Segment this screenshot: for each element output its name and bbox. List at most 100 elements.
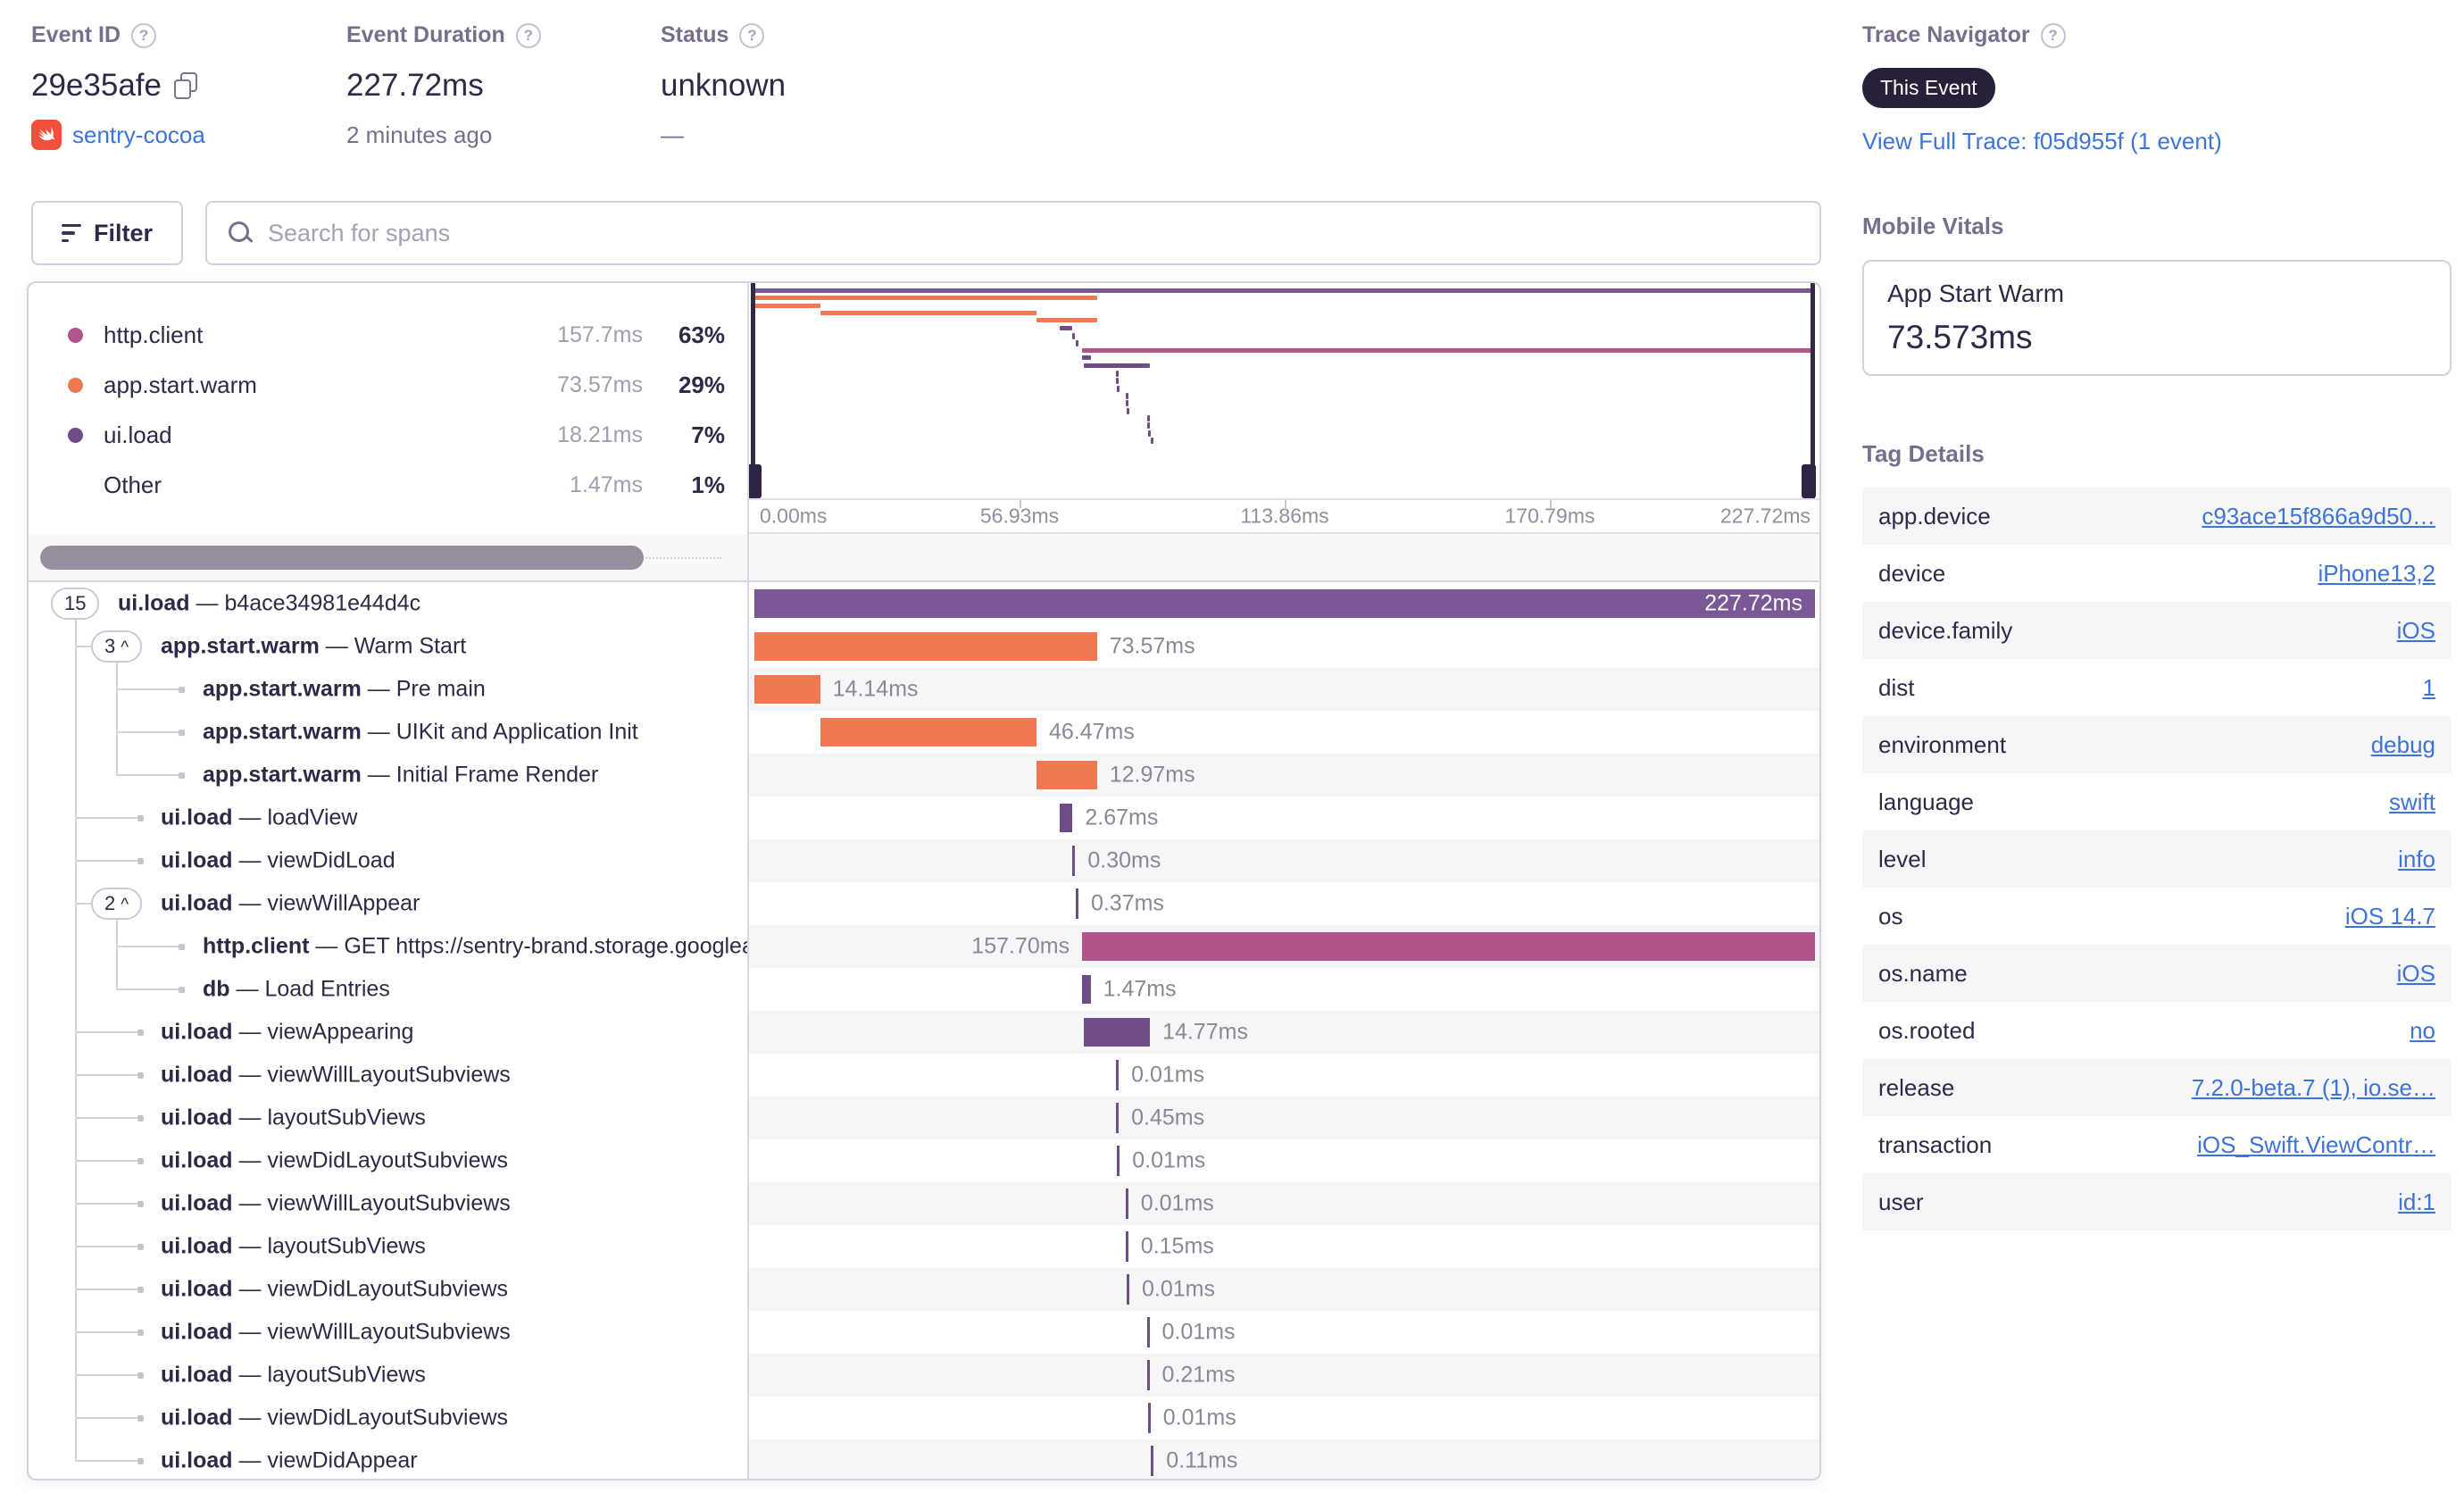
span-title: ui.load — viewDidLoad <box>161 847 395 873</box>
minimap-handle[interactable] <box>1811 283 1815 498</box>
filter-button[interactable]: Filter <box>31 201 183 265</box>
span-row[interactable]: 0.01ms ui.load — viewDidLayoutSubviews <box>29 1397 1819 1439</box>
span-bar[interactable] <box>1072 846 1076 876</box>
span-row[interactable]: 0.01ms ui.load — viewWillLayoutSubviews <box>29 1182 1819 1225</box>
tag-value-link[interactable]: iOS_Swift.ViewContr… <box>2197 1130 2435 1158</box>
span-bar[interactable] <box>1116 1060 1120 1090</box>
span-bar[interactable] <box>1125 1231 1128 1262</box>
project-link[interactable]: sentry-cocoa <box>72 121 205 148</box>
span-bar[interactable] <box>1075 888 1078 919</box>
span-bar[interactable] <box>1036 761 1097 789</box>
tag-value-link[interactable]: iPhone13,2 <box>2318 559 2435 587</box>
view-full-trace-link[interactable]: View Full Trace: f05d955f (1 event) <box>1862 128 2222 154</box>
collapse-badge[interactable]: 3 ^ <box>91 630 143 663</box>
span-row[interactable]: 0.01ms ui.load — viewDidLayoutSubviews <box>29 1268 1819 1311</box>
span-description: viewAppearing <box>267 1019 414 1045</box>
tag-value-link[interactable]: 7.2.0-beta.7 (1), io.se… <box>2191 1073 2435 1101</box>
tag-key: app.device <box>1878 502 1991 530</box>
span-bar[interactable] <box>1082 975 1091 1004</box>
trace-minimap[interactable] <box>747 283 1819 498</box>
span-bar[interactable] <box>1116 1103 1120 1133</box>
tag-row: os.name iOS <box>1862 945 2452 1002</box>
minimap-handle-grip[interactable] <box>747 464 762 498</box>
op-breakdown-legend: http.client 157.7ms 63% app.start.warm 73.57… <box>29 283 747 534</box>
span-row[interactable]: 0.21ms ui.load — layoutSubViews <box>29 1354 1819 1397</box>
span-row[interactable]: 227.72ms 15 ui.load — b4ace34981e44d4c <box>29 582 1819 625</box>
minimap-handle-grip[interactable] <box>1802 464 1816 498</box>
span-bar[interactable] <box>1082 932 1815 961</box>
span-bar[interactable] <box>1117 1146 1120 1176</box>
span-row[interactable]: 0.30ms ui.load — viewDidLoad <box>29 839 1819 882</box>
span-op: ui.load <box>161 805 233 830</box>
span-bar[interactable] <box>754 589 1815 618</box>
help-icon[interactable]: ? <box>739 22 765 48</box>
minimap-handle[interactable] <box>751 283 755 498</box>
span-bar[interactable] <box>1125 1189 1128 1219</box>
legend-percent: 63% <box>678 321 725 348</box>
tag-row: language swift <box>1862 773 2452 830</box>
span-bar[interactable] <box>1147 1403 1151 1433</box>
span-row[interactable]: 0.11ms ui.load — viewDidAppear <box>29 1439 1819 1479</box>
help-icon[interactable]: ? <box>2040 22 2066 48</box>
span-search[interactable] <box>205 201 1821 265</box>
span-row[interactable]: 46.47ms app.start.warm — UIKit and Applic… <box>29 711 1819 754</box>
horizontal-scrollbar[interactable] <box>29 534 1819 582</box>
span-row[interactable]: 0.15ms ui.load — layoutSubViews <box>29 1225 1819 1268</box>
tag-value-link[interactable]: no <box>2410 1016 2435 1044</box>
span-bar-cell: 0.01ms <box>747 1182 1819 1225</box>
span-row[interactable]: 0.37ms 2 ^ ui.load — viewWillAppear <box>29 882 1819 925</box>
span-bar[interactable] <box>1151 1446 1154 1476</box>
legend-item[interactable]: ui.load 18.21ms 7% <box>29 417 747 453</box>
minimap-span <box>754 288 1815 293</box>
tag-value-link[interactable]: c93ace15f866a9d50… <box>2202 502 2435 530</box>
span-row[interactable]: 14.77ms ui.load — viewAppearing <box>29 1011 1819 1054</box>
tag-value-link[interactable]: swift <box>2389 788 2435 815</box>
mobile-vitals-card[interactable]: App Start Warm 73.573ms <box>1862 260 2452 376</box>
span-row[interactable]: 0.45ms ui.load — layoutSubViews <box>29 1097 1819 1139</box>
span-row[interactable]: 0.01ms ui.load — viewWillLayoutSubviews <box>29 1054 1819 1097</box>
span-row[interactable]: 73.57ms 3 ^ app.start.warm — Warm Start <box>29 625 1819 668</box>
tag-value-link[interactable]: iOS 14.7 <box>2344 902 2435 930</box>
copy-icon[interactable] <box>173 72 197 99</box>
tag-value-link[interactable]: id:1 <box>2398 1188 2435 1215</box>
tag-value-link[interactable]: info <box>2398 845 2435 872</box>
span-op: ui.load <box>161 1233 233 1259</box>
span-duration: 73.57ms <box>1109 633 1195 659</box>
vital-name: App Start Warm <box>1887 279 2065 307</box>
span-bar[interactable] <box>1084 1018 1151 1047</box>
legend-item[interactable]: app.start.warm 73.57ms 29% <box>29 367 747 403</box>
span-count-badge[interactable]: 15 <box>51 588 100 620</box>
collapse-badge[interactable]: 2 ^ <box>91 888 143 920</box>
span-op: app.start.warm <box>203 762 362 788</box>
span-row[interactable]: 14.14ms app.start.warm — Pre main <box>29 668 1819 711</box>
tag-value-link[interactable]: 1 <box>2422 673 2435 701</box>
scrollbar-thumb[interactable] <box>40 546 644 570</box>
span-bar[interactable] <box>1060 804 1073 832</box>
span-row[interactable]: 2.67ms ui.load — loadView <box>29 797 1819 839</box>
span-op: ui.load <box>161 1190 233 1216</box>
legend-item[interactable]: Other 1.47ms 1% <box>29 467 747 503</box>
panel-divider[interactable] <box>747 283 749 1479</box>
span-bar[interactable] <box>1146 1317 1150 1347</box>
minimap-span <box>1126 407 1129 414</box>
tag-value-link[interactable]: iOS <box>2396 616 2435 644</box>
legend-item[interactable]: http.client 157.7ms 63% <box>29 317 747 353</box>
span-row[interactable]: 12.97ms app.start.warm — Initial Frame Re… <box>29 754 1819 797</box>
span-bar[interactable] <box>754 675 820 704</box>
span-label-cell: db — Load Entries <box>29 968 747 1011</box>
tag-row: app.device c93ace15f866a9d50… <box>1862 488 2452 545</box>
span-row[interactable]: 157.70ms http.client — GET https://sentry… <box>29 925 1819 968</box>
tag-value-link[interactable]: iOS <box>2396 959 2435 987</box>
span-row[interactable]: 1.47ms db — Load Entries <box>29 968 1819 1011</box>
search-input[interactable] <box>268 219 1800 247</box>
span-bar[interactable] <box>1126 1274 1129 1305</box>
span-row[interactable]: 0.01ms ui.load — viewWillLayoutSubviews <box>29 1311 1819 1354</box>
help-icon[interactable]: ? <box>515 22 541 48</box>
span-bar[interactable] <box>820 718 1036 746</box>
span-bar[interactable] <box>1146 1360 1150 1390</box>
span-bar-cell: 14.77ms <box>747 1011 1819 1054</box>
help-icon[interactable]: ? <box>131 22 157 48</box>
span-row[interactable]: 0.01ms ui.load — viewDidLayoutSubviews <box>29 1139 1819 1182</box>
span-bar[interactable] <box>754 632 1097 661</box>
tag-value-link[interactable]: debug <box>2370 730 2435 758</box>
